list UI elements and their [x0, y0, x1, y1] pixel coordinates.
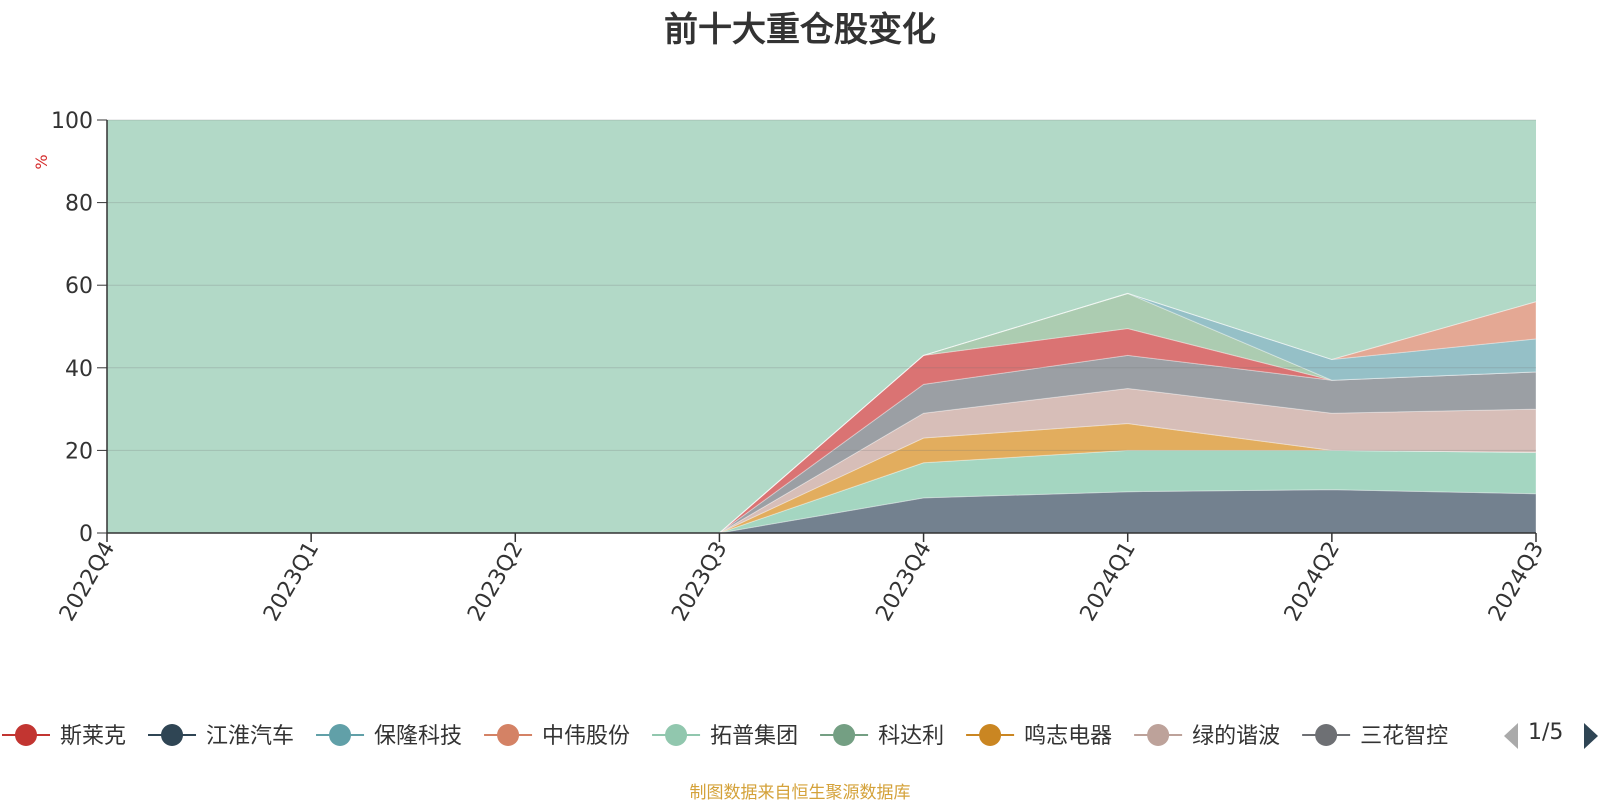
legend-marker-icon	[833, 724, 856, 746]
legend-marker-icon	[979, 724, 1002, 746]
y-tick-label: 20	[65, 439, 93, 464]
legend-marker-icon	[497, 724, 520, 746]
grid-lines	[107, 119, 1536, 451]
x-tick-label: 2024Q1	[1076, 538, 1141, 626]
legend-marker-icon	[161, 724, 184, 746]
legend-marker-icon	[329, 724, 352, 746]
legend-label: 江淮汽车	[206, 724, 294, 749]
chart-title: 前十大重仓股变化	[664, 10, 936, 50]
x-tick-label: 2024Q2	[1280, 538, 1345, 626]
legend-item-1[interactable]: 江淮汽车	[148, 724, 294, 749]
x-tick-label: 2023Q4	[871, 538, 936, 626]
x-tick-label: 2023Q2	[463, 538, 528, 626]
y-tick-label: 0	[79, 522, 93, 547]
legend-item-4[interactable]: 拓普集团	[652, 724, 798, 749]
legend-marker-icon	[1147, 724, 1170, 746]
legend-label: 三花智控	[1360, 724, 1448, 749]
legend-item-2[interactable]: 保隆科技	[316, 724, 462, 749]
legend-item-0[interactable]: 斯莱克	[2, 724, 126, 749]
legend-label: 中伟股份	[542, 724, 630, 749]
legend-label: 鸣志电器	[1024, 724, 1112, 749]
legend-marker-icon	[1315, 724, 1338, 746]
legend-item-7[interactable]: 绿的谐波	[1134, 724, 1280, 749]
y-tick-label: 60	[65, 274, 93, 299]
legend-label: 斯莱克	[60, 724, 126, 749]
legend-marker-icon	[665, 724, 688, 746]
legend-label: 绿的谐波	[1192, 724, 1280, 749]
y-tick-label: 100	[51, 109, 93, 134]
x-tick-label: 2024Q3	[1484, 538, 1549, 626]
legend-page-indicator: 1/5	[1528, 720, 1564, 745]
legend-item-8[interactable]: 三花智控	[1302, 724, 1448, 749]
source-note: 制图数据来自恒生聚源数据库	[689, 783, 911, 803]
y-tick-label: 40	[65, 357, 93, 382]
legend: 斯莱克 江淮汽车 保隆科技 中伟股份 拓普集团 科达利 鸣志电器 绿的谐波 三花智控	[2, 724, 1448, 749]
legend-item-6[interactable]: 鸣志电器	[966, 724, 1112, 749]
y-tick-label: 80	[65, 192, 93, 217]
legend-next-icon[interactable]	[1580, 721, 1600, 751]
area-bands	[107, 120, 1537, 534]
legend-prev-icon[interactable]	[1500, 721, 1522, 751]
x-tick-label: 2023Q3	[667, 538, 732, 626]
legend-item-5[interactable]: 科达利	[820, 724, 944, 749]
x-tick-label: 2023Q1	[259, 538, 324, 626]
legend-label: 保隆科技	[374, 724, 462, 749]
legend-label: 科达利	[878, 724, 944, 749]
x-tick-label: 2022Q4	[55, 538, 120, 626]
y-axis-label: %	[32, 154, 51, 169]
area-band-remainder	[107, 120, 1536, 533]
legend-label: 拓普集团	[710, 724, 798, 749]
legend-marker-icon	[15, 724, 37, 746]
legend-item-3[interactable]: 中伟股份	[484, 724, 630, 749]
